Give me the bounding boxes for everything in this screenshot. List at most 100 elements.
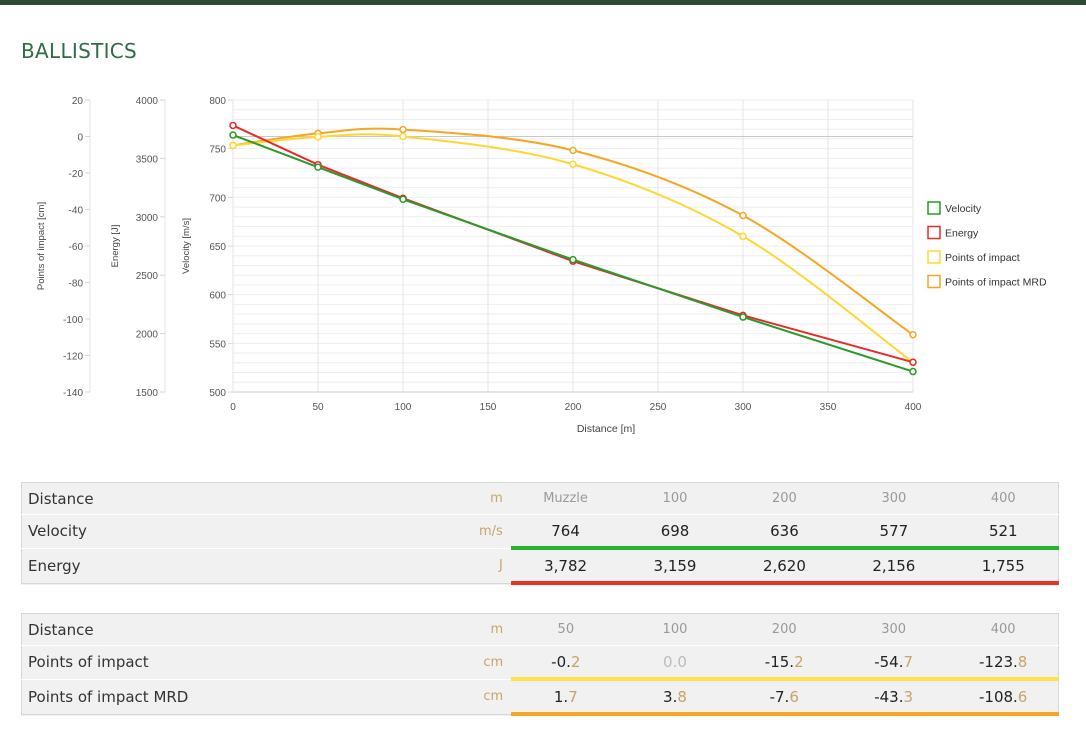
legend-label: Energy	[945, 228, 979, 240]
table-cell: 636	[729, 514, 840, 550]
x-tick-label: 50	[312, 402, 324, 413]
table-cell: -0.2	[511, 645, 621, 681]
row-unit: m/s	[400, 514, 511, 548]
value-int: -15.	[764, 652, 795, 671]
table-cell: 3,782	[510, 547, 621, 585]
y-axis-title: Energy [J]	[110, 225, 121, 268]
value-int: 0.	[663, 652, 678, 671]
table-cell: -108.6	[948, 678, 1059, 716]
y-tick-label: 3000	[136, 213, 159, 224]
y-tick-label: 3500	[136, 154, 159, 165]
value-frac: 7	[568, 687, 578, 706]
data-point	[909, 367, 917, 376]
x-tick-label: 400	[905, 402, 922, 413]
row-unit: m	[490, 622, 504, 637]
value-int: -123.	[978, 652, 1018, 671]
y-tick-label: 800	[209, 96, 226, 107]
data-point	[569, 146, 577, 155]
y-tick-label: 4000	[136, 96, 159, 107]
table-cell: -123.8	[948, 645, 1059, 681]
value-int: -0.	[551, 652, 571, 671]
legend-label: Velocity	[945, 203, 982, 215]
x-axis-title: Distance [m]	[577, 423, 635, 435]
legend-swatch	[927, 225, 941, 240]
table-cell: 2,620	[729, 547, 840, 585]
y-axis-title: Points of impact [cm]	[36, 202, 47, 290]
data-point	[399, 132, 407, 141]
value-frac: 2	[794, 652, 804, 671]
legend-swatch	[927, 201, 941, 215]
page-title: BALLISTICS	[21, 39, 138, 64]
table-cell: 577	[839, 514, 949, 550]
row-unit: J	[400, 547, 511, 583]
table-row: Velocity m/s 764 698 636 577 521	[21, 514, 1059, 550]
data-point	[739, 313, 747, 321]
value-frac: 8	[677, 687, 687, 706]
row-label: Energy	[21, 547, 401, 583]
data-point	[399, 195, 407, 204]
value-int: -108.	[978, 687, 1018, 706]
y-tick-label: -20	[69, 169, 84, 180]
row-unit: cm	[401, 678, 512, 714]
data-point	[569, 160, 577, 168]
x-tick-label: 250	[650, 402, 667, 413]
table-cell: Muzzle	[543, 491, 588, 506]
row-label: Points of impact MRD	[21, 678, 402, 714]
table-cell: 400	[990, 491, 1016, 506]
table-cell: 521	[948, 514, 1059, 550]
data-point	[229, 121, 237, 130]
table-row: Energy J 3,782 3,159 2,620 2,156 1,755	[21, 547, 1059, 585]
x-tick-label: 150	[480, 402, 497, 413]
y-tick-label: 1500	[136, 388, 159, 399]
table-cell: -43.3	[838, 678, 949, 716]
value-frac: 6	[1017, 687, 1028, 706]
table-cell: 300	[881, 491, 907, 506]
data-point	[314, 133, 322, 141]
table-cell: 3,159	[620, 547, 730, 585]
data-point	[229, 141, 237, 150]
row-unit: cm	[401, 645, 512, 679]
legend-label: Points of impact MRD	[945, 277, 1047, 289]
legend-swatch	[927, 274, 941, 289]
y-tick-label: -100	[63, 315, 83, 326]
value-int: -54.	[874, 652, 904, 671]
table-cell: 2,156	[839, 547, 949, 585]
y-tick-label: 0	[77, 133, 83, 144]
x-tick-label: 200	[565, 402, 582, 413]
table-cell: 698	[620, 514, 730, 550]
value-int: 1.	[553, 687, 569, 706]
table-cell: 400	[990, 622, 1016, 637]
data-point	[739, 232, 747, 241]
table-cell: 100	[662, 622, 688, 637]
data-point	[399, 125, 407, 134]
table-cell: -15.2	[729, 645, 839, 681]
y-tick-label: -120	[63, 352, 83, 363]
value-frac: 6	[789, 687, 799, 706]
row-label: Distance	[28, 489, 94, 508]
y-tick-label: 700	[209, 193, 226, 204]
table-row: Distance m Muzzle 100 200 300 400	[22, 483, 1059, 515]
value-frac: 8	[1017, 652, 1028, 671]
legend-label: Points of impact	[945, 252, 1020, 264]
table-cell: -54.7	[838, 645, 949, 681]
y-tick-label: 650	[209, 242, 226, 253]
x-tick-label: 100	[395, 402, 412, 413]
y-tick-label: 2500	[136, 271, 159, 282]
y-tick-label: 20	[72, 96, 84, 107]
row-label: Distance	[28, 620, 94, 639]
value-int: -7.	[769, 687, 790, 706]
row-label: Velocity	[21, 514, 401, 548]
table-cell: 0.0	[620, 645, 730, 681]
y-tick-label: 750	[209, 145, 226, 156]
data-point	[909, 330, 917, 339]
y-tick-label: 2000	[136, 330, 159, 341]
table-row: Points of impact cm -0.2 0.0 -15.2 -54.7…	[21, 645, 1059, 681]
series-line	[232, 134, 914, 373]
value-frac: 2	[570, 652, 581, 671]
y-tick-label: 500	[209, 388, 226, 399]
row-unit: m	[490, 491, 503, 506]
y-tick-label: -60	[69, 242, 84, 253]
y-tick-label: -140	[63, 388, 83, 399]
table-cell: 100	[662, 491, 688, 506]
